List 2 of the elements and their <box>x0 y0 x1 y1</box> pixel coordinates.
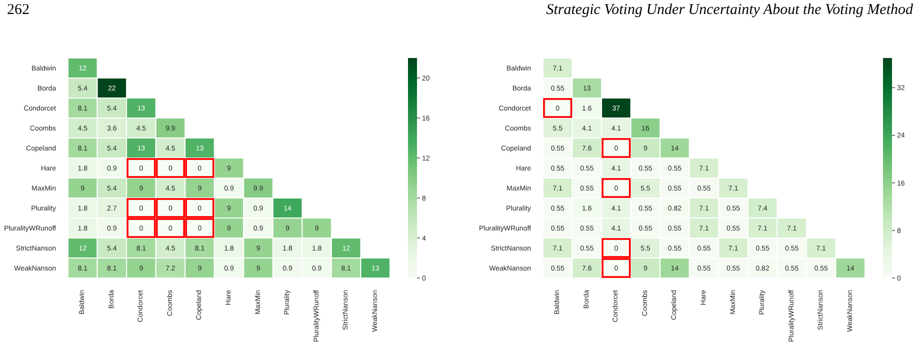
text: 262 <box>7 2 30 19</box>
text: Strategic Voting Under Uncertainty About the Voting Method <box>546 2 913 19</box>
